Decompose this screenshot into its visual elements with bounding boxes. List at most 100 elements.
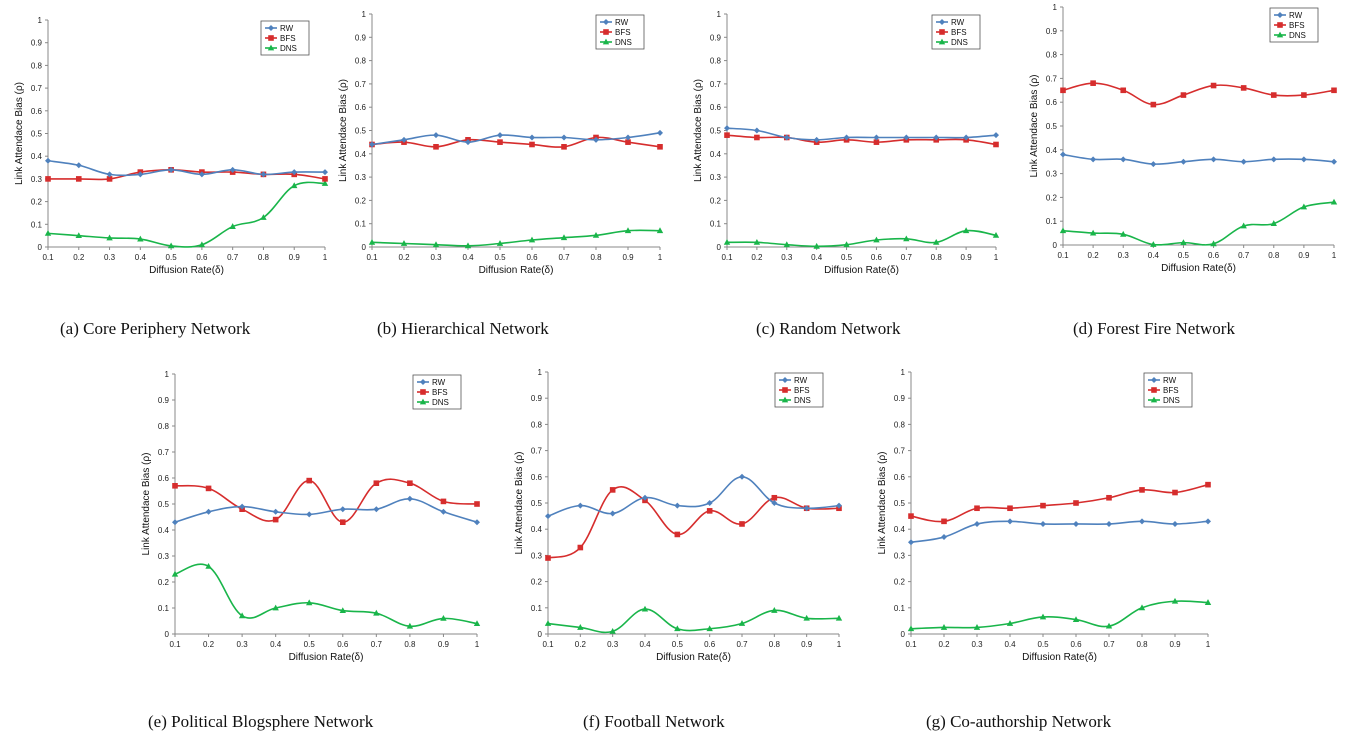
axes: 00.10.20.30.40.50.60.70.80.910.1 0.2 0.3 0.… bbox=[531, 368, 842, 649]
data-point bbox=[1006, 620, 1014, 626]
legend-label: BFS bbox=[280, 34, 296, 43]
legend-marker bbox=[1277, 12, 1283, 18]
data-point bbox=[205, 563, 212, 569]
data-point bbox=[908, 513, 914, 519]
x-tick-label: 0.3 bbox=[237, 640, 249, 649]
series-line bbox=[1062, 153, 1335, 165]
legend-marker bbox=[603, 29, 609, 35]
data-point bbox=[1172, 520, 1178, 527]
data-point bbox=[1060, 87, 1066, 94]
x-tick-label: 0.4 bbox=[811, 253, 823, 262]
series-rw bbox=[45, 157, 328, 178]
data-point bbox=[1138, 604, 1146, 611]
data-point bbox=[1039, 613, 1047, 620]
series-rw bbox=[545, 473, 842, 520]
data-point bbox=[373, 480, 380, 486]
data-point bbox=[1105, 622, 1113, 629]
data-point bbox=[406, 495, 413, 502]
x-tick-label: 0.2 bbox=[1088, 251, 1100, 260]
legend-marker bbox=[1276, 31, 1284, 38]
y-axis-label: Link Attendace Bias (ρ) bbox=[14, 82, 25, 185]
data-point bbox=[321, 180, 329, 186]
y-tick-label: 0.8 bbox=[355, 57, 367, 66]
x-tick-label: 0.3 bbox=[430, 253, 442, 262]
line-chart: 00.10.20.30.40.50.60.70.80.910.1 0.2 0.3 0.… bbox=[693, 10, 1000, 276]
legend-marker bbox=[268, 25, 274, 31]
x-tick-label: 0.2 bbox=[575, 640, 587, 649]
x-tick-label: 1 bbox=[323, 253, 328, 262]
x-tick-label: 0.6 bbox=[704, 640, 716, 649]
data-point bbox=[1150, 161, 1157, 168]
legend-label: DNS bbox=[1163, 396, 1180, 405]
y-tick-label: 0.1 bbox=[1046, 217, 1058, 226]
x-tick-label: 0.3 bbox=[971, 640, 983, 649]
data-point bbox=[137, 171, 144, 178]
y-tick-label: 0.6 bbox=[158, 474, 170, 483]
data-point bbox=[496, 240, 504, 246]
data-point bbox=[803, 505, 810, 512]
y-tick-label: 0.6 bbox=[710, 103, 722, 112]
data-point bbox=[1331, 87, 1337, 94]
y-tick-label: 0.5 bbox=[158, 500, 170, 509]
x-tick-label: 0.8 bbox=[1268, 251, 1280, 260]
data-point bbox=[723, 238, 731, 245]
legend-marker bbox=[939, 19, 945, 25]
y-tick-label: 0.7 bbox=[531, 447, 543, 456]
x-tick-label: 0.1 bbox=[169, 640, 181, 649]
x-tick-label: 0.6 bbox=[337, 640, 349, 649]
series-line bbox=[547, 475, 840, 517]
legend-label: BFS bbox=[432, 388, 448, 397]
y-tick-label: 0.6 bbox=[31, 107, 43, 116]
data-point bbox=[963, 134, 970, 141]
data-point bbox=[1120, 87, 1127, 94]
y-tick-label: 0.1 bbox=[355, 220, 367, 229]
y-axis-label: Link Attendace Bias (ρ) bbox=[141, 453, 152, 556]
y-tick-label: 0 bbox=[538, 630, 543, 639]
series-bfs bbox=[45, 167, 328, 182]
y-axis-label: Link Attendace Bias (ρ) bbox=[1029, 75, 1040, 178]
y-tick-label: 0.8 bbox=[158, 422, 170, 431]
y-tick-label: 1 bbox=[1053, 3, 1058, 12]
x-axis-label: Diffusion Rate(δ) bbox=[479, 265, 554, 276]
data-point bbox=[674, 531, 681, 538]
x-tick-label: 0.4 bbox=[1004, 640, 1016, 649]
series-rw bbox=[724, 125, 999, 143]
data-point bbox=[783, 134, 790, 141]
x-tick-label: 0.4 bbox=[270, 640, 282, 649]
data-point bbox=[974, 505, 980, 512]
data-point bbox=[933, 134, 940, 141]
data-point bbox=[1120, 230, 1127, 237]
data-point bbox=[322, 169, 328, 176]
series-line bbox=[547, 608, 840, 634]
data-point bbox=[873, 139, 880, 145]
legend-label: DNS bbox=[432, 398, 449, 407]
line-chart: 00.10.20.30.40.50.60.70.80.910.1 0.2 0.3 0.… bbox=[14, 16, 329, 276]
data-point bbox=[1180, 158, 1187, 165]
data-point bbox=[783, 241, 790, 248]
x-tick-label: 0.8 bbox=[404, 640, 416, 649]
x-tick-label: 0.5 bbox=[166, 253, 178, 262]
series-line bbox=[547, 486, 840, 559]
chart-panel: 0 0.1 0.2 0.3 0.4 0.5 0.6 0.7 0.8 0.9 1 0.1 0.2 0.3 0.… bbox=[672, 0, 1008, 300]
x-axis-label: Diffusion Rate(δ) bbox=[149, 265, 224, 276]
y-tick-label: 0.9 bbox=[894, 394, 906, 403]
series-line bbox=[910, 483, 1209, 523]
x-tick-label: 0.6 bbox=[1070, 640, 1082, 649]
series-dns bbox=[1059, 198, 1338, 247]
data-point bbox=[1180, 239, 1187, 246]
y-tick-label: 1 bbox=[901, 368, 906, 377]
y-axis-label: Link Attendace Bias (ρ) bbox=[514, 452, 525, 555]
line-chart: 00.10.20.30.40.50.60.70.80.910.1 0.2 0.3 0.… bbox=[1029, 3, 1338, 274]
x-tick-label: 0.1 bbox=[1057, 251, 1069, 260]
x-tick-label: 0.4 bbox=[1148, 251, 1160, 260]
chart-panel: 0 0.1 0.2 0.3 0.4 0.5 0.6 0.7 0.8 0.9 1 0.1 0.2 0.3 0.… bbox=[856, 360, 1216, 690]
data-point bbox=[529, 134, 535, 141]
data-point bbox=[339, 607, 346, 613]
data-point bbox=[172, 483, 178, 489]
x-tick-label: 0.8 bbox=[258, 253, 270, 262]
data-point bbox=[229, 223, 236, 229]
data-point bbox=[1270, 92, 1277, 98]
